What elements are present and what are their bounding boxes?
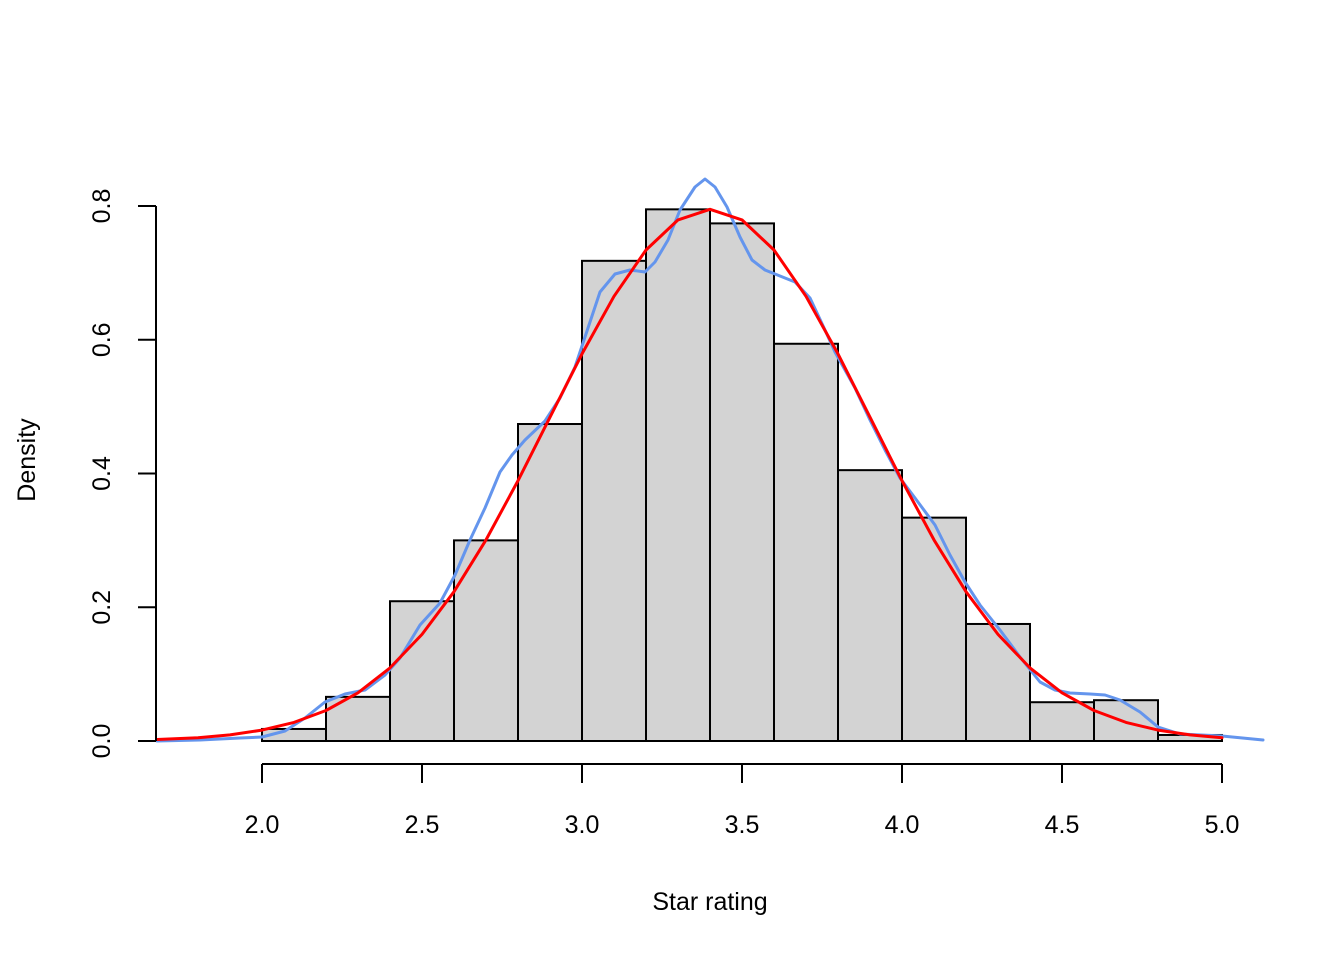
histogram-bars [261, 208, 1223, 743]
x-tick-label: 2.0 [245, 811, 280, 839]
histogram-bar [1093, 699, 1159, 742]
x-tick-label: 4.0 [885, 811, 920, 839]
normal-fit-line [155, 207, 1224, 741]
y-axis: 0.0 0.2 0.4 0.6 0.8 Density [13, 189, 157, 759]
x-tick-label: 4.5 [1045, 811, 1080, 839]
histogram-bar [1029, 701, 1095, 743]
histogram-bar [965, 622, 1031, 742]
y-tick-label: 0.0 [88, 724, 116, 759]
histogram-bar [837, 469, 903, 742]
x-tick-label: 3.0 [565, 811, 600, 839]
histogram-bar [709, 222, 775, 742]
y-tick-label: 0.2 [88, 590, 116, 625]
x-axis: 2.0 2.5 3.0 3.5 4.0 4.5 5.0 Star rating [245, 763, 1240, 916]
x-tick-label: 3.5 [725, 811, 760, 839]
histogram-bar [581, 259, 647, 742]
y-axis-title: Density [13, 418, 41, 502]
histogram-bar [773, 342, 839, 742]
histogram-bar [517, 423, 583, 742]
x-tick-label: 5.0 [1205, 811, 1240, 839]
histogram-bar [645, 208, 711, 742]
x-axis-title: Star rating [652, 888, 767, 916]
y-tick-label: 0.4 [88, 456, 116, 491]
histogram-bar [901, 516, 967, 743]
y-tick-label: 0.8 [88, 189, 116, 224]
y-tick-label: 0.6 [88, 322, 116, 357]
histogram-bar [453, 539, 519, 742]
x-tick-label: 2.5 [405, 811, 440, 839]
